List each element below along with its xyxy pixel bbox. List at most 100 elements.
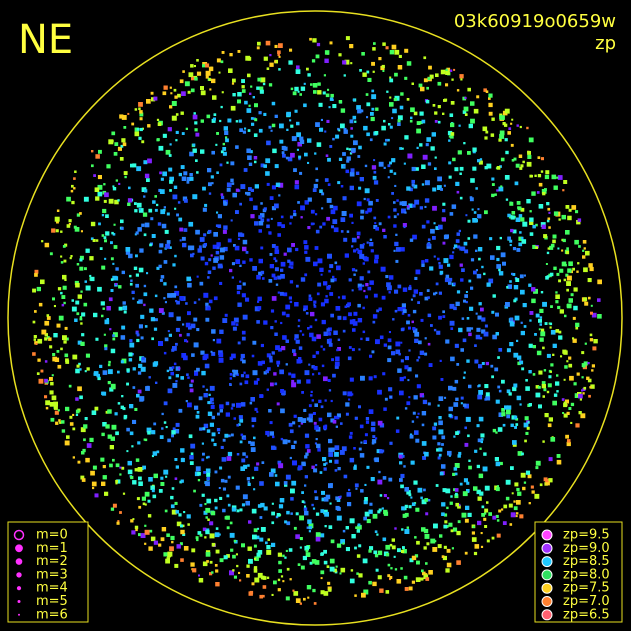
star xyxy=(344,59,350,65)
star xyxy=(375,568,379,572)
star xyxy=(76,312,80,316)
star xyxy=(422,154,428,160)
star xyxy=(552,353,555,356)
star xyxy=(374,259,379,264)
star xyxy=(120,219,124,224)
star xyxy=(217,214,222,219)
star xyxy=(164,509,168,513)
star xyxy=(256,552,261,557)
star xyxy=(289,578,292,581)
star xyxy=(373,42,376,45)
star xyxy=(545,481,550,486)
star xyxy=(556,176,559,179)
star xyxy=(177,201,181,204)
star xyxy=(355,487,358,490)
star xyxy=(305,452,309,456)
star xyxy=(207,168,212,173)
magnitude-marker xyxy=(13,529,25,541)
star xyxy=(294,302,299,307)
star xyxy=(44,333,48,337)
star xyxy=(199,503,203,507)
star xyxy=(439,471,444,476)
star xyxy=(516,201,521,205)
star xyxy=(345,36,350,41)
star xyxy=(326,328,330,332)
star xyxy=(445,568,450,573)
star xyxy=(202,385,205,388)
star xyxy=(453,247,456,250)
star xyxy=(383,235,387,239)
star xyxy=(519,360,524,365)
star xyxy=(471,531,475,535)
star xyxy=(199,281,204,286)
star xyxy=(190,379,194,383)
star xyxy=(549,322,553,326)
star xyxy=(271,521,275,525)
star xyxy=(482,126,488,132)
star xyxy=(147,431,151,435)
star xyxy=(370,427,376,432)
star xyxy=(151,489,155,493)
star xyxy=(180,458,185,463)
star xyxy=(519,274,524,279)
star xyxy=(510,466,514,470)
star xyxy=(37,338,43,344)
star xyxy=(389,576,393,579)
star xyxy=(144,173,150,179)
star xyxy=(198,298,201,301)
star xyxy=(138,208,141,211)
star xyxy=(56,209,60,212)
star xyxy=(328,338,332,342)
star xyxy=(273,276,277,280)
star xyxy=(438,396,444,401)
star xyxy=(365,337,370,341)
star xyxy=(396,213,400,216)
star xyxy=(134,108,138,111)
star xyxy=(318,417,323,422)
star xyxy=(464,426,467,430)
star xyxy=(340,230,344,233)
star xyxy=(236,402,241,408)
star xyxy=(182,242,187,248)
star xyxy=(150,91,154,95)
star xyxy=(325,93,330,98)
star xyxy=(351,289,354,292)
star xyxy=(157,122,162,126)
star xyxy=(141,127,144,130)
star xyxy=(483,452,487,456)
star xyxy=(235,145,239,149)
star xyxy=(463,142,466,145)
star xyxy=(556,459,562,465)
star xyxy=(365,283,369,287)
star xyxy=(291,445,296,449)
star xyxy=(540,331,546,337)
star xyxy=(74,227,80,232)
star xyxy=(529,319,532,322)
star xyxy=(442,310,445,314)
star xyxy=(397,119,401,123)
star xyxy=(522,486,526,491)
star xyxy=(496,166,501,170)
star xyxy=(323,549,327,554)
star xyxy=(154,195,157,198)
star xyxy=(263,320,268,325)
star xyxy=(464,403,469,409)
star xyxy=(271,273,276,278)
star xyxy=(563,403,568,408)
star xyxy=(93,312,98,318)
star xyxy=(582,392,585,395)
star xyxy=(159,171,162,175)
star xyxy=(230,105,236,111)
star xyxy=(129,282,133,286)
star xyxy=(536,350,542,356)
star xyxy=(123,126,127,129)
star xyxy=(215,569,219,573)
star xyxy=(520,472,526,478)
star xyxy=(110,241,113,245)
star xyxy=(310,83,313,86)
star xyxy=(199,237,205,242)
star xyxy=(226,526,230,530)
star xyxy=(70,255,73,258)
star xyxy=(491,193,495,198)
star xyxy=(404,48,409,53)
